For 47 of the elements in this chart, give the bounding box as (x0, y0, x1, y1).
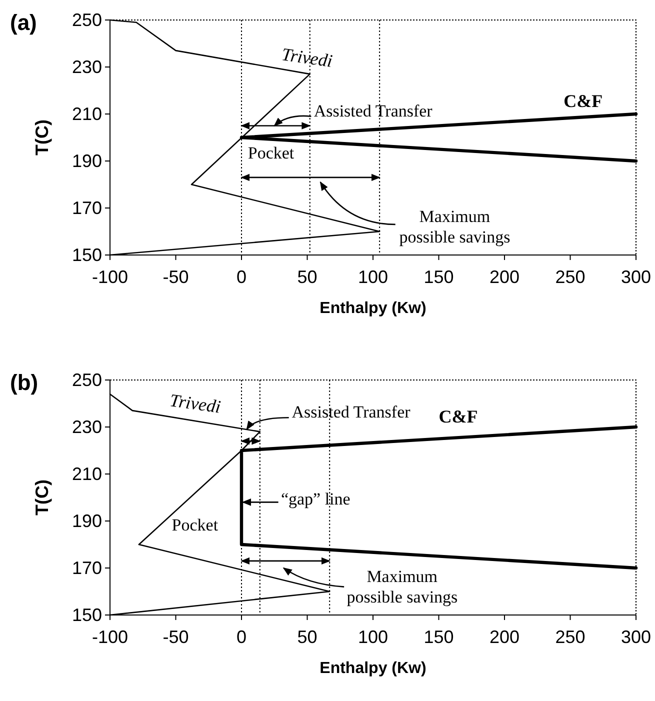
chart-title: (b) (10, 370, 38, 395)
x-tick-label: -50 (162, 626, 189, 647)
x-tick-label: 200 (489, 626, 520, 647)
annotation: Assisted Transfer (292, 402, 411, 422)
text: Trivedi (280, 44, 334, 72)
text: Trivedi (168, 390, 222, 417)
y-tick-label: 230 (72, 416, 102, 437)
x-tick-label: 150 (424, 266, 454, 287)
x-tick-label: 150 (424, 626, 454, 647)
x-tick-label: 0 (236, 266, 247, 287)
annotation: Assisted Transfer (314, 101, 433, 120)
y-axis-title: T(C) (32, 120, 52, 156)
x-axis-title: Enthalpy (Kw) (320, 660, 426, 677)
annotation: “gap” line (280, 490, 350, 509)
x-tick-label: 200 (489, 266, 520, 287)
y-tick-label: 250 (72, 10, 102, 30)
x-tick-label: 250 (555, 266, 586, 287)
x-tick-label: 100 (358, 626, 388, 647)
x-tick-label: 300 (620, 266, 652, 287)
annotation: Pocket (248, 143, 294, 162)
x-tick-label: 250 (555, 626, 586, 647)
x-tick-label: 50 (297, 266, 318, 287)
y-axis-title: T(C) (32, 480, 52, 516)
y-tick-label: 170 (72, 558, 102, 578)
x-tick-label: 0 (236, 626, 247, 647)
y-tick-label: 210 (72, 104, 102, 124)
y-tick-label: 150 (72, 604, 102, 625)
y-tick-label: 190 (72, 510, 102, 531)
annotation: Maximum possible savings (399, 207, 510, 246)
chart-title: (a) (10, 10, 37, 35)
x-tick-label: -100 (92, 266, 128, 287)
x-tick-label: 100 (358, 266, 388, 287)
series-label: C&F (564, 90, 603, 111)
x-tick-label: -50 (162, 266, 189, 287)
x-tick-label: -100 (92, 626, 128, 647)
annotation: Pocket (172, 515, 218, 534)
y-tick-label: 150 (72, 244, 102, 265)
x-axis-title: Enthalpy (Kw) (320, 300, 426, 317)
x-tick-label: 300 (620, 626, 652, 647)
y-tick-label: 190 (72, 150, 102, 171)
y-tick-label: 210 (72, 464, 102, 484)
annotation: Maximum possible savings (346, 567, 458, 606)
y-tick-label: 230 (72, 56, 102, 77)
y-tick-label: 250 (72, 370, 102, 390)
y-tick-label: 170 (72, 198, 102, 218)
x-tick-label: 50 (297, 626, 318, 647)
series-label: C&F (438, 406, 478, 426)
